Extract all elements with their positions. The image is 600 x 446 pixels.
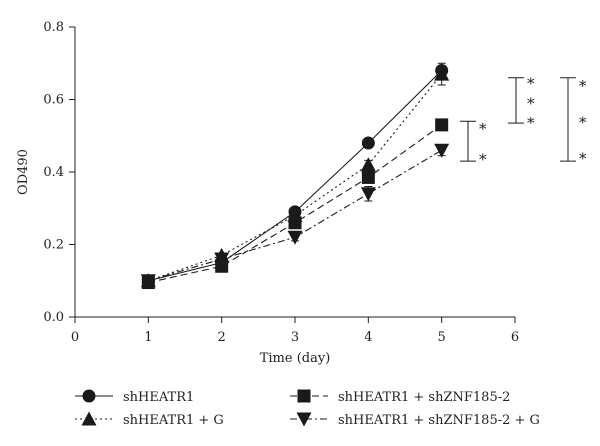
y-tick-label: 0.8	[43, 20, 64, 35]
legend-label: shHEATR1	[123, 390, 194, 405]
series-line	[148, 73, 443, 282]
series-4	[140, 143, 450, 289]
legend-marker	[82, 389, 96, 403]
data-point	[287, 230, 303, 245]
data-point	[140, 274, 156, 289]
y-tick-label: 0.6	[43, 93, 64, 108]
x-tick-label: 3	[291, 330, 299, 345]
axes	[74, 27, 515, 318]
data-point	[434, 143, 450, 158]
data-point	[361, 136, 375, 150]
series-layer	[140, 62, 450, 290]
significance-star: *	[527, 114, 535, 132]
data-point	[214, 252, 230, 267]
series-3	[141, 118, 449, 290]
series-line	[148, 124, 442, 284]
y-tick-label: 0.4	[43, 165, 64, 180]
legend-item-4: shHEATR1 + shZNF185-2 + G	[290, 412, 540, 428]
data-point	[360, 157, 376, 172]
x-tick-label: 2	[218, 330, 226, 345]
x-ticks: 0 1 2 3 4 5 6	[71, 317, 519, 345]
series-2	[140, 62, 450, 288]
significance-star: *	[527, 75, 535, 93]
legend-marker	[297, 389, 311, 403]
legend-marker	[296, 412, 312, 427]
legend-label: shHEATR1 + G	[123, 413, 224, 428]
legend: shHEATR1 shHEATR1 + G shHEATR1 + shZNF185-…	[75, 389, 540, 428]
significance-bracket-3: * * *	[560, 77, 587, 168]
y-ticks: 0.0 0.2 0.4 0.6 0.8	[43, 20, 75, 325]
legend-label: shHEATR1 + shZNF185-2	[338, 390, 510, 405]
x-tick-label: 6	[511, 330, 519, 345]
significance-star: *	[579, 150, 587, 168]
x-tick-label: 4	[364, 330, 372, 345]
significance-layer: ********	[460, 75, 587, 169]
significance-bracket-2: **	[460, 120, 487, 169]
y-axis-title: OD490	[16, 149, 31, 195]
data-point	[288, 216, 302, 230]
legend-item-1: shHEATR1	[75, 389, 194, 405]
y-tick-label: 0.0	[43, 310, 64, 325]
significance-bracket-1: ***	[508, 75, 535, 132]
significance-star: *	[579, 113, 587, 131]
data-point	[435, 118, 449, 132]
significance-star: *	[527, 94, 535, 112]
x-tick-label: 5	[438, 330, 446, 345]
y-tick-label: 0.2	[43, 238, 64, 253]
series-line	[148, 70, 443, 282]
legend-label: shHEATR1 + shZNF185-2 + G	[338, 413, 540, 428]
legend-item-2: shHEATR1 + G	[75, 411, 224, 428]
significance-star: *	[579, 77, 587, 95]
x-tick-label: 1	[144, 330, 152, 345]
legend-marker	[81, 411, 97, 426]
significance-star: *	[479, 151, 487, 169]
data-point	[360, 187, 376, 202]
data-point	[361, 170, 375, 184]
significance-star: *	[479, 120, 487, 138]
data-point	[434, 66, 450, 81]
x-tick-label: 0	[71, 330, 79, 345]
legend-item-3: shHEATR1 + shZNF185-2	[290, 389, 510, 405]
series-1	[141, 64, 449, 288]
x-axis-title: Time (day)	[260, 351, 331, 366]
